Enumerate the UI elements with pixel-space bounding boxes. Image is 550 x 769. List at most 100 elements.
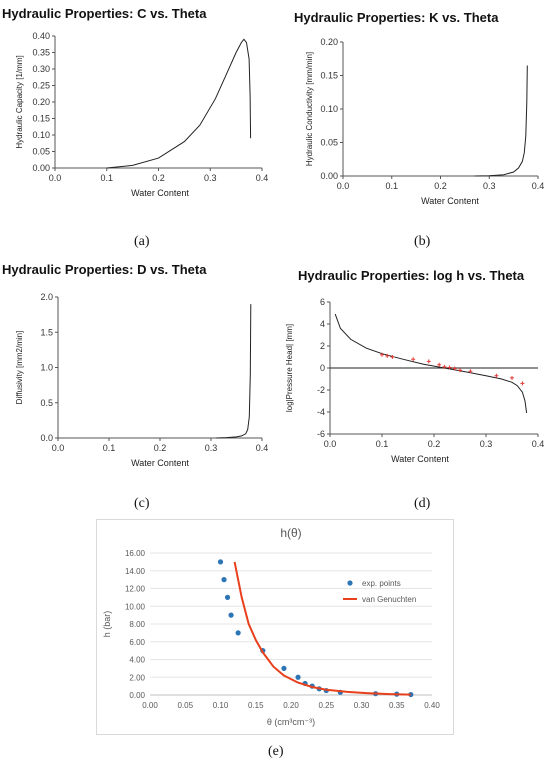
series-line (474, 65, 528, 177)
data-point (390, 355, 395, 359)
x-tick-label: 0.2 (434, 181, 447, 191)
x-tick-label: 0.05 (177, 701, 193, 710)
y-tick-label: 1.5 (40, 327, 53, 337)
y-tick-label: 4 (320, 319, 325, 329)
y-tick-label: 0.00 (32, 163, 50, 173)
data-point (217, 559, 224, 565)
chart-c: 0.0 0.5 1.0 1.5 2.0 0.0 0.1 0.2 0.3 0.4 Water Cont… (15, 292, 268, 468)
x-tick-label: 0.1 (100, 173, 113, 183)
x-tick-label: 0.35 (389, 701, 405, 710)
x-tick-label: 0.20 (283, 701, 299, 710)
data-point (224, 594, 231, 600)
x-tick-label: 0.1 (385, 181, 398, 191)
y-tick-label: -4 (317, 407, 325, 417)
data-point (235, 630, 241, 636)
y-tick-label: -6 (317, 429, 325, 439)
x-tick-label: 0.10 (213, 701, 229, 710)
x-tick-label: 0.2 (154, 443, 167, 453)
data-point (458, 368, 462, 373)
series-line (106, 38, 252, 169)
y-tick-label: 0.05 (320, 138, 338, 148)
series-line (233, 561, 411, 696)
x-tick-label: 0.0 (337, 181, 350, 191)
y-axis-label: log|Pressure Head| [mm] (285, 324, 294, 412)
y-tick-label: -2 (317, 385, 325, 395)
x-tick-label: 0.4 (532, 181, 545, 191)
caption-c: (c) (134, 496, 150, 511)
x-tick-label: 0.4 (256, 173, 269, 183)
y-tick-label: 0.0 (40, 433, 53, 443)
y-tick-label: 0.35 (32, 48, 50, 58)
legend-label-exp: exp. points (362, 579, 401, 588)
y-tick-label: 0.30 (32, 64, 50, 74)
y-tick-label: 8.00 (129, 620, 145, 629)
x-tick-label: 0.0 (52, 443, 65, 453)
chart-e: h(θ) 0.00 2.00 4.00 6.00 8.00 10.00 12.00 14.00 1… (102, 526, 440, 727)
data-point (426, 359, 431, 364)
y-tick-label: 2.00 (129, 673, 145, 682)
data-point (408, 691, 414, 698)
x-tick-label: 0.00 (142, 701, 158, 710)
x-tick-label: 0.3 (480, 439, 493, 449)
legend-label-vg: van Genuchten (362, 595, 416, 604)
data-point (447, 365, 452, 370)
y-axis-label: Diffusivity [mm2/min] (15, 331, 24, 405)
data-point (295, 674, 301, 680)
x-tick-label: 0.1 (376, 439, 389, 449)
y-tick-label: 10.00 (125, 602, 146, 611)
y-tick-label: 0.05 (32, 147, 50, 157)
x-tick-label: 0.30 (354, 701, 370, 710)
data-point (380, 352, 384, 357)
caption-d: (d) (414, 496, 431, 511)
y-axis-label: h (bar) (102, 611, 112, 638)
x-axis-label: Water Content (391, 454, 449, 464)
y-tick-label: 0.00 (320, 171, 338, 181)
data-point (494, 373, 499, 378)
y-tick-label: 0.10 (320, 104, 338, 114)
caption-a: (a) (134, 234, 150, 249)
chart-b: 0.00 0.05 0.10 0.15 0.20 0.0 0.1 0.2 0.3 0.4 Water… (305, 37, 545, 206)
y-tick-label: 0.40 (32, 31, 50, 41)
data-point (411, 357, 416, 362)
x-axis-label: θ (cm³cm⁻³) (267, 717, 315, 727)
x-tick-label: 0.3 (483, 181, 496, 191)
data-point (281, 665, 287, 671)
data-point (468, 369, 473, 374)
y-tick-label: 16.00 (125, 549, 146, 558)
panel-a-title: Hydraulic Properties: C vs. Theta (2, 6, 207, 21)
data-point (221, 577, 227, 583)
y-tick-label: 0 (320, 363, 325, 373)
x-axis-label: Water Content (131, 188, 189, 198)
x-tick-label: 0.2 (152, 173, 165, 183)
x-tick-label: 0.4 (532, 439, 545, 449)
data-point (452, 366, 457, 371)
y-tick-label: 0.15 (320, 71, 338, 81)
y-tick-label: 0.15 (32, 114, 50, 124)
panel-c-title: Hydraulic Properties: D vs. Theta (2, 262, 207, 277)
data-point (385, 353, 390, 358)
chart-title: h(θ) (280, 526, 301, 540)
y-tick-label: 6 (320, 297, 325, 307)
x-tick-label: 0.1 (103, 443, 116, 453)
x-tick-label: 0.40 (424, 701, 440, 710)
panel-e-frame (96, 519, 454, 735)
x-tick-label: 0.2 (428, 439, 441, 449)
series-line (216, 304, 252, 439)
y-tick-label: 1.0 (40, 363, 53, 373)
x-tick-label: 0.0 (324, 439, 337, 449)
y-tick-label: 0.00 (129, 691, 145, 700)
y-tick-label: 0.10 (32, 130, 50, 140)
panel-d-title: Hydraulic Properties: log h vs. Theta (298, 268, 525, 283)
y-tick-label: 6.00 (129, 638, 145, 647)
y-tick-label: 0.20 (32, 97, 50, 107)
y-tick-label: 0.25 (32, 81, 50, 91)
y-tick-label: 2 (320, 341, 325, 351)
series-line (334, 313, 528, 414)
y-axis-label: Hydraulic Conductivity [mm/min] (305, 52, 314, 166)
x-axis-label: Water Content (131, 458, 189, 468)
y-tick-label: 2.0 (40, 292, 53, 302)
data-point (442, 364, 447, 369)
x-axis-label: Water Content (421, 196, 479, 206)
legend-marker-exp (347, 580, 353, 586)
